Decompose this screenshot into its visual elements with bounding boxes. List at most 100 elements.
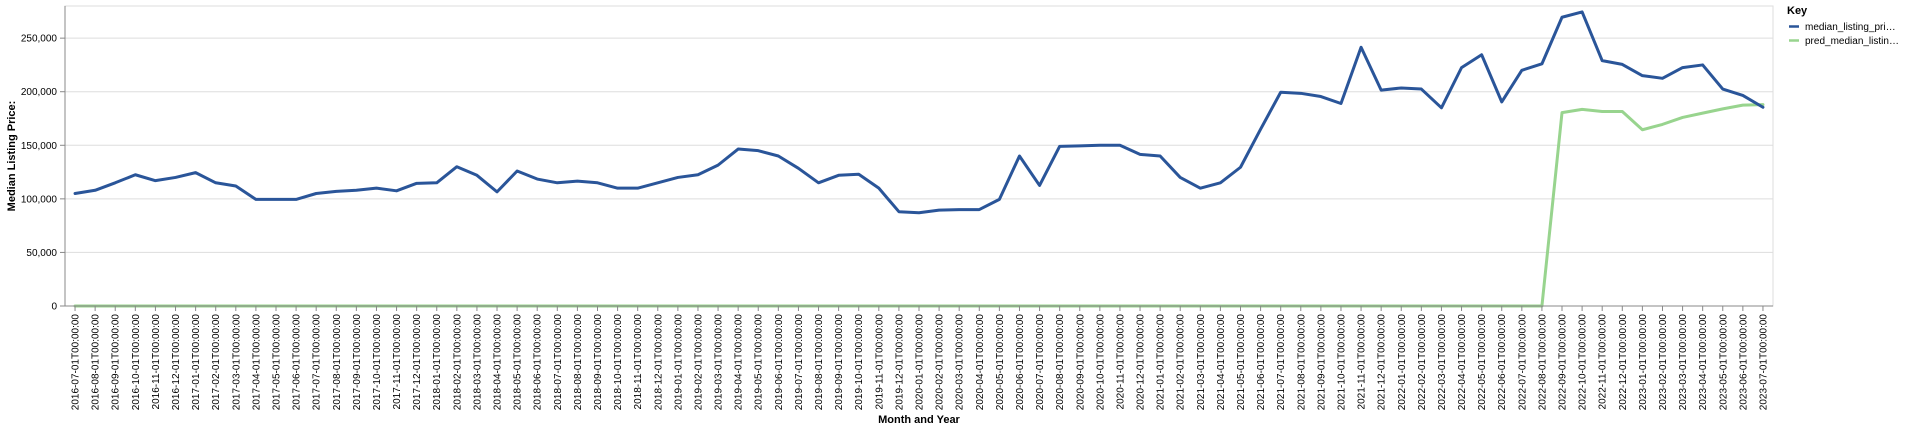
x-tick-label: 2018-01-01T00:00:00 (432, 314, 443, 411)
x-tick-label: 2021-09-01T00:00:00 (1316, 314, 1327, 411)
x-tick-label: 2022-10-01T00:00:00 (1578, 314, 1589, 411)
x-tick-label: 2019-09-01T00:00:00 (834, 314, 845, 411)
plot-frame (64, 5, 1774, 307)
x-tick-label: 2023-05-01T00:00:00 (1718, 314, 1729, 411)
x-tick-label: 2018-09-01T00:00:00 (593, 314, 604, 411)
x-tick-label: 2019-02-01T00:00:00 (693, 314, 704, 411)
x-tick-label: 2021-11-01T00:00:00 (1357, 314, 1368, 410)
x-tick-label: 2016-10-01T00:00:00 (131, 314, 142, 411)
series-lines (73, 10, 1765, 308)
x-tick-label: 2021-08-01T00:00:00 (1296, 314, 1307, 411)
x-tick-label: 2022-06-01T00:00:00 (1497, 314, 1508, 411)
y-axis-title: Median Listing Price: (6, 101, 18, 212)
x-tick-label: 2018-10-01T00:00:00 (613, 314, 624, 411)
x-tick-label: 2017-10-01T00:00:00 (372, 314, 383, 411)
x-tick-label: 2016-11-01T00:00:00 (151, 314, 162, 410)
x-tick-label: 2018-04-01T00:00:00 (493, 314, 504, 411)
x-tick-label: 2021-12-01T00:00:00 (1377, 314, 1388, 411)
x-tick-label: 2021-05-01T00:00:00 (1236, 314, 1247, 411)
x-tick-label: 2022-07-01T00:00:00 (1517, 314, 1528, 411)
x-tick-label: 2017-06-01T00:00:00 (292, 314, 303, 411)
x-tick-label: 2019-10-01T00:00:00 (854, 314, 865, 411)
x-tick-label: 2018-02-01T00:00:00 (452, 314, 463, 411)
x-tick-label: 2020-05-01T00:00:00 (995, 314, 1006, 411)
x-tick-label: 2021-07-01T00:00:00 (1276, 314, 1287, 411)
x-tick-label: 2017-05-01T00:00:00 (271, 314, 282, 411)
x-tick-label: 2022-03-01T00:00:00 (1437, 314, 1448, 411)
x-tick-label: 2020-08-01T00:00:00 (1055, 314, 1066, 411)
x-tick-label: 2020-07-01T00:00:00 (1035, 314, 1046, 411)
x-tick-label: 2017-11-01T00:00:00 (392, 314, 403, 410)
x-tick-label: 2020-06-01T00:00:00 (1015, 314, 1026, 411)
x-tick-label: 2019-07-01T00:00:00 (794, 314, 805, 411)
y-axis: 0 50,000 100,000 150,000 200,000 250,000 (21, 6, 66, 313)
x-tick-label: 2019-05-01T00:00:00 (754, 314, 765, 411)
x-tick-label: 2022-01-01T00:00:00 (1397, 314, 1408, 411)
x-tick-label: 2018-05-01T00:00:00 (513, 314, 524, 411)
x-tick-label: 2021-04-01T00:00:00 (1216, 314, 1227, 411)
x-tick-label: 2022-08-01T00:00:00 (1537, 314, 1548, 411)
y-tick-label: 100,000 (21, 194, 58, 205)
x-tick-label: 2016-07-01T00:00:00 (71, 314, 82, 411)
x-tick-label: 2020-04-01T00:00:00 (975, 314, 986, 411)
x-tick-label: 2022-12-01T00:00:00 (1618, 314, 1629, 411)
x-axis: 2016-07-01T00:00:00 2016-08-01T00:00:00 20… (65, 305, 1773, 411)
x-tick-label: 2023-06-01T00:00:00 (1738, 314, 1749, 411)
y-tick-label: 0 (51, 302, 57, 313)
x-tick-label: 2021-06-01T00:00:00 (1256, 314, 1267, 411)
x-tick-label: 2020-02-01T00:00:00 (935, 314, 946, 411)
x-tick-label: 2020-12-01T00:00:00 (1136, 314, 1147, 411)
x-tick-label: 2019-08-01T00:00:00 (814, 314, 825, 411)
x-axis-title: Month and Year (878, 414, 960, 426)
x-tick-label: 2017-04-01T00:00:00 (251, 314, 262, 411)
x-tick-label: 2021-01-01T00:00:00 (1156, 314, 1167, 411)
legend-label: median_listing_pri… (1805, 22, 1896, 33)
x-tick-label: 2017-03-01T00:00:00 (231, 314, 242, 411)
x-tick-label: 2019-12-01T00:00:00 (894, 314, 905, 411)
x-tick-label: 2022-09-01T00:00:00 (1558, 314, 1569, 411)
x-tick-label: 2018-03-01T00:00:00 (472, 314, 483, 411)
x-tick-label: 2022-11-01T00:00:00 (1598, 314, 1609, 410)
x-tick-label: 2019-03-01T00:00:00 (714, 314, 725, 411)
y-tick-label: 150,000 (21, 141, 58, 152)
x-tick-label: 2017-01-01T00:00:00 (191, 314, 202, 411)
x-tick-label: 2022-04-01T00:00:00 (1457, 314, 1468, 411)
legend: Key median_listing_pri… pred_median_listi… (1787, 5, 1899, 47)
legend-title: Key (1787, 5, 1808, 17)
x-tick-label: 2023-04-01T00:00:00 (1698, 314, 1709, 411)
x-tick-label: 2020-10-01T00:00:00 (1095, 314, 1106, 411)
x-tick-label: 2020-01-01T00:00:00 (915, 314, 926, 411)
x-tick-label: 2021-03-01T00:00:00 (1196, 314, 1207, 411)
x-tick-label: 2017-08-01T00:00:00 (332, 314, 343, 411)
x-tick-label: 2022-05-01T00:00:00 (1477, 314, 1488, 411)
x-tick-label: 2021-10-01T00:00:00 (1336, 314, 1347, 411)
x-tick-label: 2018-11-01T00:00:00 (633, 314, 644, 410)
x-tick-label: 2018-07-01T00:00:00 (553, 314, 564, 411)
x-tick-label: 2020-09-01T00:00:00 (1075, 314, 1086, 411)
x-tick-label: 2022-02-01T00:00:00 (1417, 314, 1428, 411)
x-tick-label: 2019-04-01T00:00:00 (734, 314, 745, 411)
x-tick-label: 2023-02-01T00:00:00 (1658, 314, 1669, 411)
y-tick-label: 250,000 (21, 34, 58, 45)
x-tick-label: 2017-12-01T00:00:00 (412, 314, 423, 411)
x-tick-label: 2016-09-01T00:00:00 (111, 314, 122, 411)
x-tick-label: 2019-06-01T00:00:00 (774, 314, 785, 411)
x-tick-label: 2021-02-01T00:00:00 (1176, 314, 1187, 411)
series-line-2 (73, 103, 1765, 308)
x-tick-label: 2016-08-01T00:00:00 (91, 314, 102, 411)
x-tick-label: 2019-01-01T00:00:00 (673, 314, 684, 411)
legend-label: pred_median_listin… (1805, 36, 1899, 47)
x-tick-label: 2017-02-01T00:00:00 (211, 314, 222, 411)
y-tick-label: 50,000 (26, 248, 57, 259)
x-tick-label: 2023-01-01T00:00:00 (1638, 314, 1649, 411)
x-tick-label: 2017-07-01T00:00:00 (312, 314, 323, 411)
x-tick-label: 2023-03-01T00:00:00 (1678, 314, 1689, 411)
x-tick-label: 2018-08-01T00:00:00 (573, 314, 584, 411)
x-tick-label: 2019-11-01T00:00:00 (874, 314, 885, 410)
x-tick-label: 2016-12-01T00:00:00 (171, 314, 182, 411)
x-tick-label: 2020-03-01T00:00:00 (955, 314, 966, 411)
series-line-1 (73, 10, 1765, 215)
x-tick-label: 2023-07-01T00:00:00 (1758, 314, 1769, 411)
x-tick-label: 2018-12-01T00:00:00 (653, 314, 664, 411)
